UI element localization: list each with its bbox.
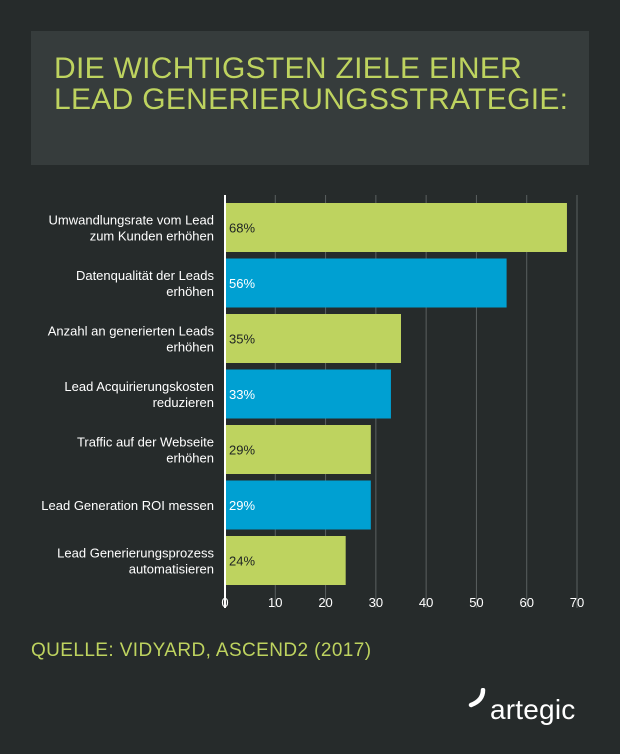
category-label: Umwandlungsrate vom Lead zum Kunden erhöh… <box>49 213 214 244</box>
category-label-line: Anzahl an generierten Leads <box>48 324 215 339</box>
bar <box>225 536 346 585</box>
x-tick-label: 10 <box>268 595 282 610</box>
bar-value-label: 24% <box>229 554 255 569</box>
bar <box>225 369 391 419</box>
source-note: QUELLE: VIDYARD, ASCEND2 (2017) <box>31 640 372 661</box>
x-tick-label: 60 <box>519 595 533 610</box>
bar-value-label: 29% <box>229 498 255 513</box>
bar-chart: 68% 56% 35% 33% 29% 29% 24% Umwandlungsrate vo… <box>41 195 584 610</box>
x-tick-label: 30 <box>369 595 383 610</box>
x-tick-label: 20 <box>318 595 332 610</box>
category-label-line: Lead Acquirierungskosten <box>64 379 214 394</box>
x-tick-label: 40 <box>419 595 433 610</box>
category-label: Lead Acquirierungskosten reduzieren <box>64 379 214 410</box>
bar <box>225 314 401 363</box>
title-box: Die wichtigsten Ziele einer Lead Generie… <box>31 31 589 165</box>
category-label: Lead Generation ROI messen <box>41 498 214 513</box>
bar-value-label: 35% <box>229 332 255 347</box>
category-label-line: erhöhen <box>166 284 214 299</box>
tick-labels: 0 10 20 30 40 50 60 70 <box>221 595 584 610</box>
category-label: Lead Generierungsprozess automatisieren <box>57 546 214 577</box>
category-labels: Umwandlungsrate vom Lead zum Kunden erhöh… <box>41 213 214 577</box>
category-label: Anzahl an generierten Leads erhöhen <box>48 324 215 355</box>
x-tick-label: 70 <box>570 595 584 610</box>
artegic-swoosh-icon <box>468 688 486 708</box>
chart-title: Die wichtigsten Ziele einer Lead Generie… <box>54 52 569 116</box>
category-label-line: reduzieren <box>153 395 214 410</box>
bar <box>225 425 371 474</box>
x-tick-label: 0 <box>221 595 228 610</box>
category-label: Datenqualität der Leads erhöhen <box>76 268 215 299</box>
category-label-line: Umwandlungsrate vom Lead <box>49 213 214 228</box>
brand-name: artegic <box>490 694 576 725</box>
category-label-line: Lead Generation ROI messen <box>41 498 214 513</box>
bar-value-label: 29% <box>229 443 255 458</box>
category-label-line: erhöhen <box>166 451 214 466</box>
category-label-line: Lead Generierungsprozess <box>57 546 214 561</box>
category-label-line: zum Kunden erhöhen <box>90 229 214 244</box>
category-label-line: Datenqualität der Leads <box>76 268 215 283</box>
bar-value-label: 33% <box>229 387 255 402</box>
category-label: Traffic auf der Webseite erhöhen <box>77 435 214 466</box>
x-tick-label: 50 <box>469 595 483 610</box>
category-label-line: Traffic auf der Webseite <box>77 435 214 450</box>
brand-logo: artegic <box>466 688 596 732</box>
category-label-line: automatisieren <box>129 562 214 577</box>
bar <box>225 258 507 308</box>
category-label-line: erhöhen <box>166 340 214 355</box>
bar <box>225 480 371 530</box>
bar-value-label: 56% <box>229 276 255 291</box>
bar-value-label: 68% <box>229 221 255 236</box>
bar <box>225 203 567 252</box>
bars: 68% 56% 35% 33% 29% 29% 24% <box>225 203 567 585</box>
